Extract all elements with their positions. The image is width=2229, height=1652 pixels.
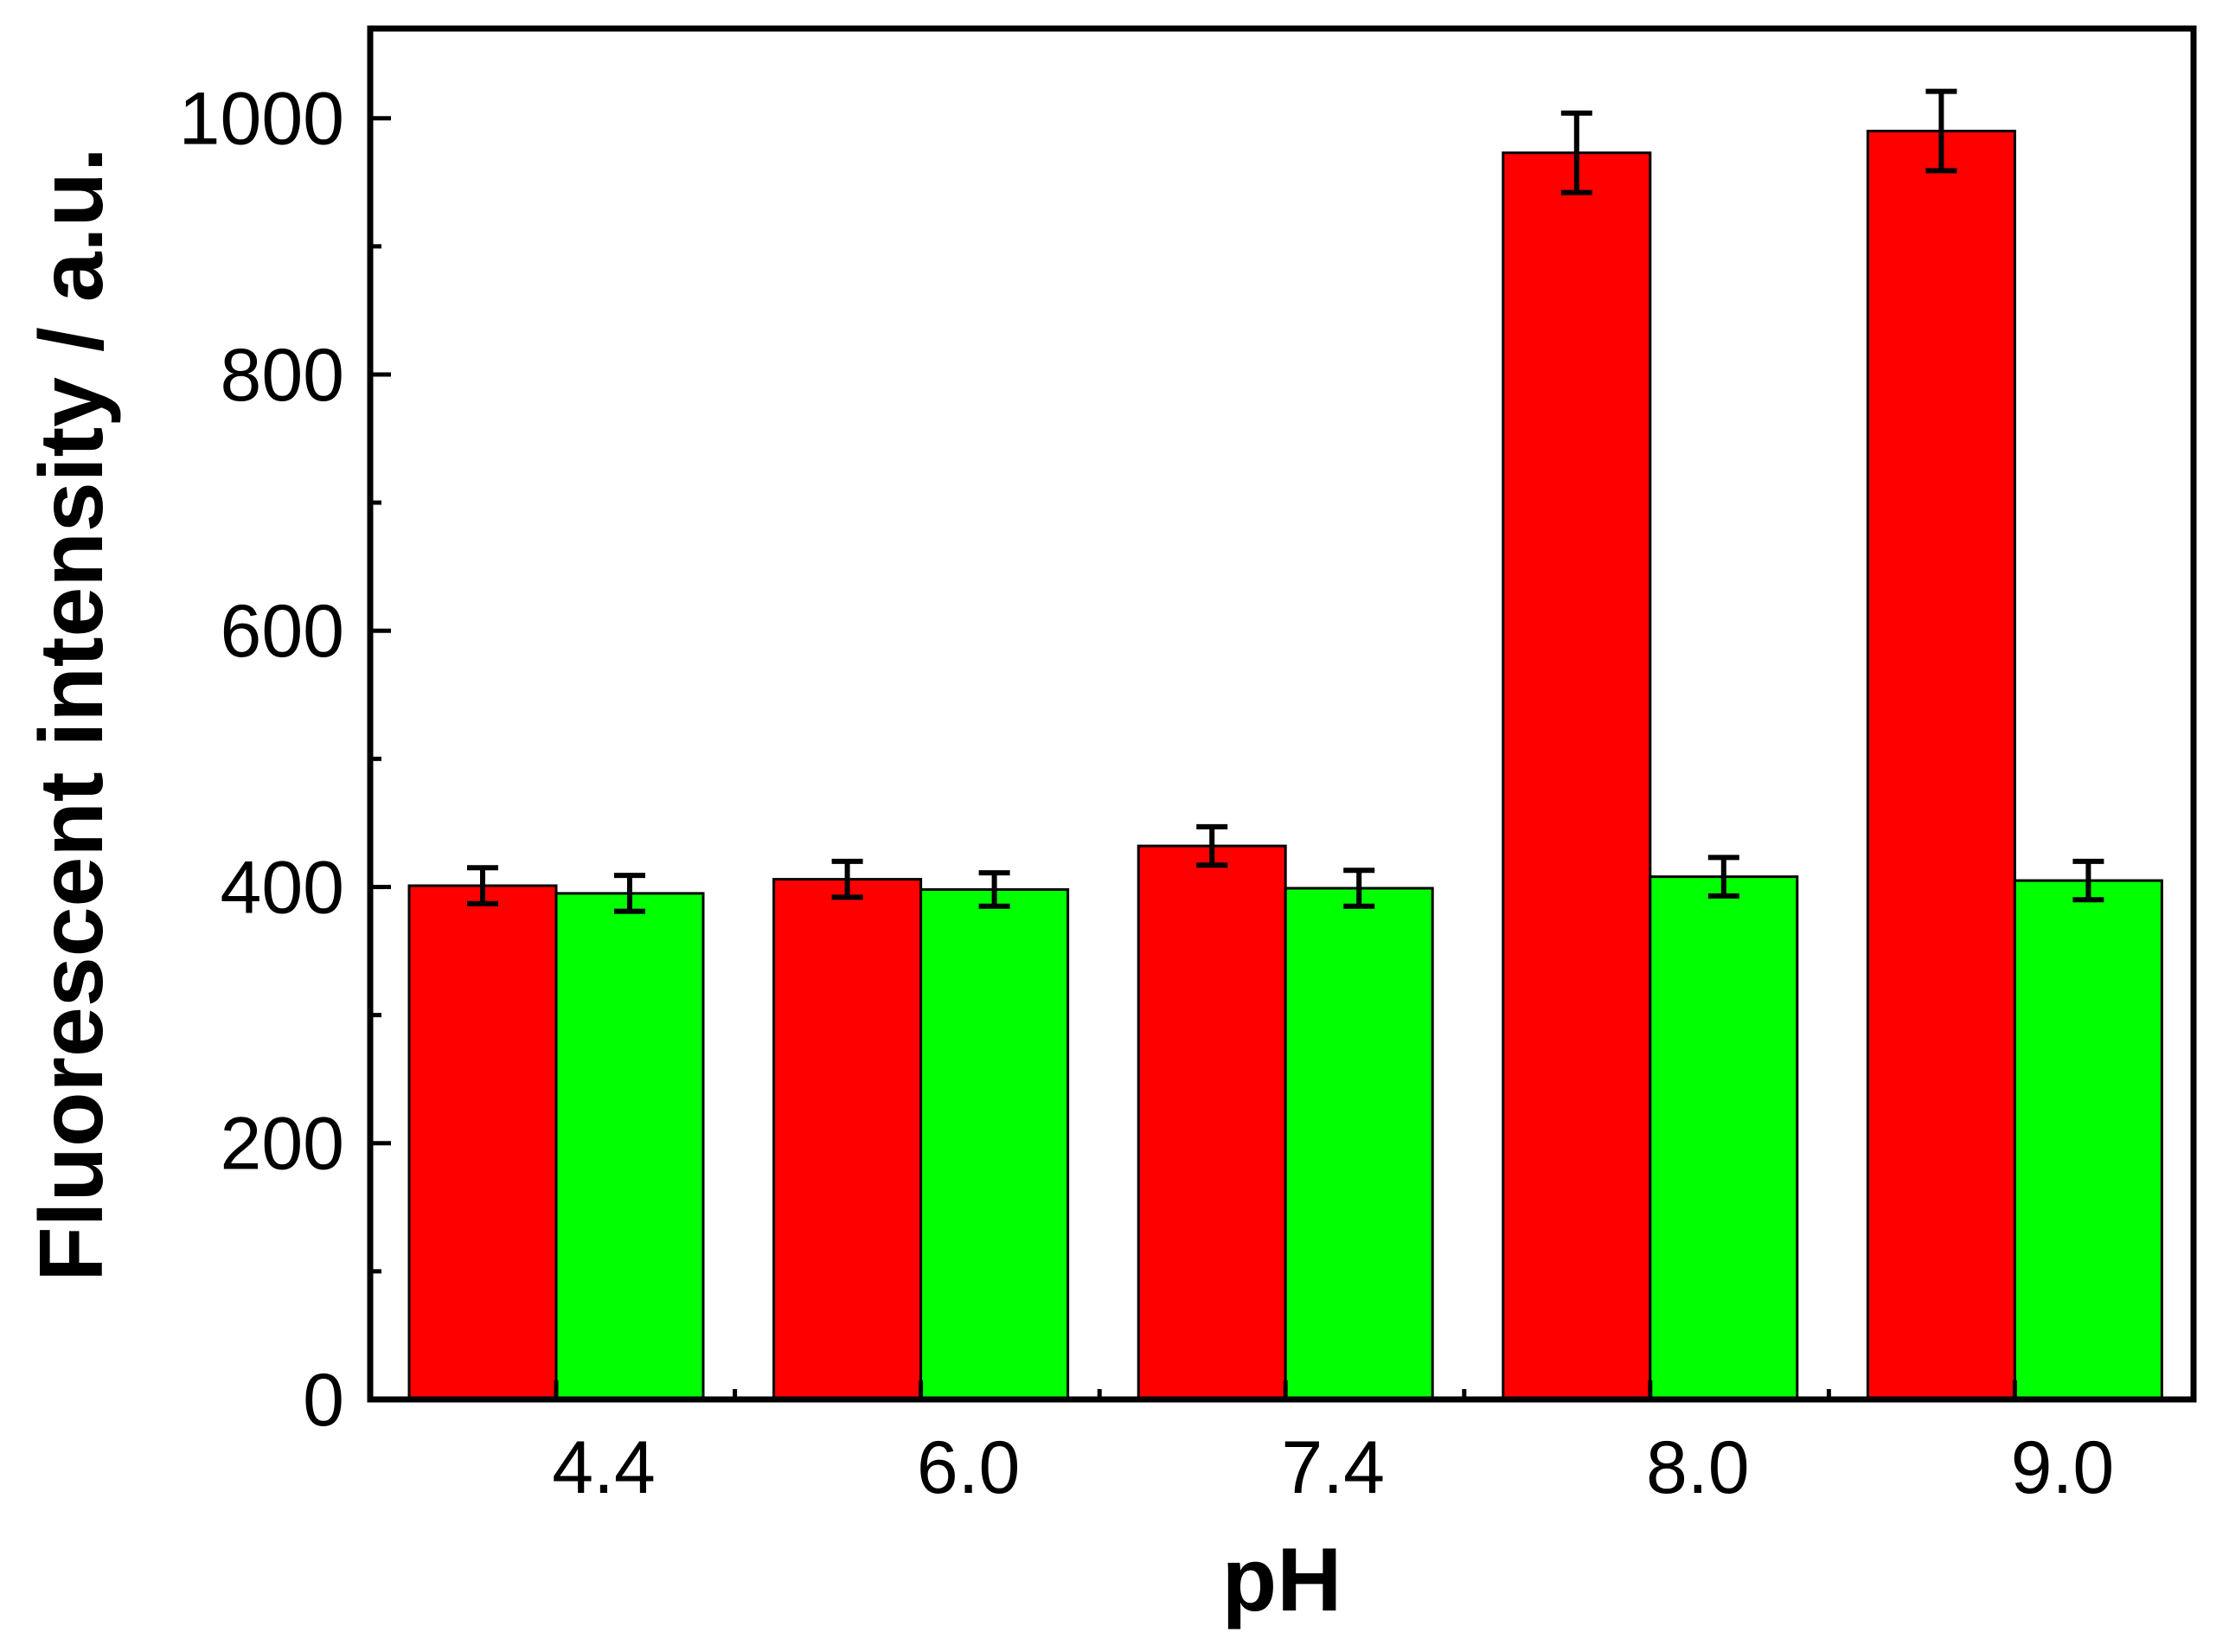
plot-frame — [367, 25, 2197, 1403]
bar-green-9.0 — [2013, 879, 2163, 1401]
bar-red-9.0 — [1866, 130, 2016, 1401]
y-tick-label-600: 600 — [221, 590, 345, 673]
error-bar-red-7.4 — [1196, 823, 1228, 868]
bar-green-8.0 — [1649, 875, 1799, 1401]
bar-red-7.4 — [1137, 844, 1287, 1401]
labels-layer: 4.4 6.0 7.4 8.0 9.0 0 200 400 600 800 1000 — [179, 78, 2115, 1509]
bar-red-6.0 — [772, 878, 923, 1401]
error-bar-green-9.0 — [2072, 858, 2104, 903]
y-tick-label-400: 400 — [221, 846, 345, 929]
error-bar-green-8.0 — [1707, 855, 1739, 899]
bar-red-4.4 — [407, 884, 558, 1401]
x-axis-title: pH — [1222, 1530, 1342, 1630]
y-tick-label-1000: 1000 — [179, 78, 344, 161]
error-bar-red-9.0 — [1925, 88, 1957, 174]
y-tick-label-0: 0 — [303, 1359, 344, 1442]
error-bar-red-8.0 — [1560, 110, 1592, 195]
error-bar-red-4.4 — [467, 865, 498, 906]
bar-green-4.4 — [554, 892, 705, 1401]
y-tick-label-800: 800 — [221, 334, 345, 417]
bars-layer — [407, 88, 2163, 1401]
bar-green-7.4 — [1284, 887, 1434, 1401]
error-bar-green-4.4 — [614, 873, 645, 914]
error-bar-green-7.4 — [1343, 868, 1375, 909]
y-tick-label-200: 200 — [221, 1103, 345, 1186]
x-tick-label-7.4: 7.4 — [1281, 1426, 1385, 1509]
x-tick-label-4.4: 4.4 — [552, 1426, 656, 1509]
x-tick-label-8.0: 8.0 — [1646, 1426, 1750, 1509]
x-tick-label-9.0: 9.0 — [2011, 1426, 2115, 1509]
error-bar-red-6.0 — [831, 858, 863, 900]
y-axis-title: Fluorescent intensity / a.u. — [22, 147, 122, 1282]
bar-green-6.0 — [919, 887, 1070, 1401]
x-tick-label-6.0: 6.0 — [917, 1426, 1021, 1509]
error-bar-green-6.0 — [978, 870, 1010, 909]
bar-red-8.0 — [1502, 151, 1652, 1401]
ticks-layer — [370, 116, 2017, 1402]
